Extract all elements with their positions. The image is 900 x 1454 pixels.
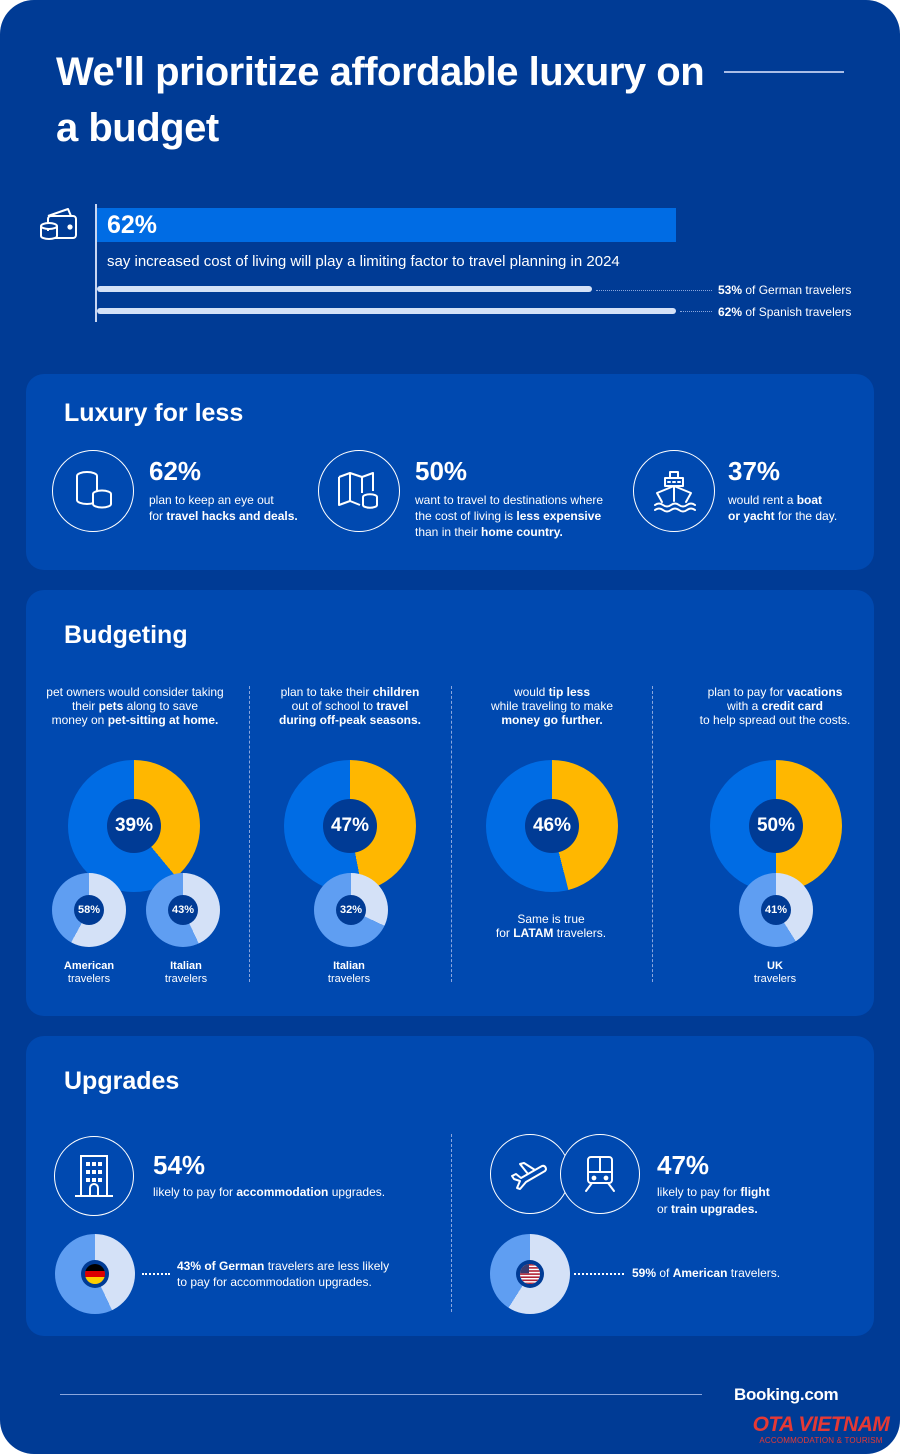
cost-of-living-pct: 62% xyxy=(107,211,158,239)
lux-pct-1: 62% xyxy=(149,456,202,486)
transport-text: likely to pay for flight or train upgrad… xyxy=(657,1185,770,1216)
footer-rule xyxy=(60,1394,702,1395)
lux-text-3: would rent a boat or yacht for the day. xyxy=(728,493,838,523)
donut-pets: 39% xyxy=(68,760,200,892)
donut-american-pets: 58% xyxy=(52,873,126,947)
train-icon-circle xyxy=(560,1134,640,1214)
label-italian-pets: Italian travelers xyxy=(164,960,208,985)
luxury-title: Luxury for less xyxy=(64,399,244,427)
donut-credit-pct: 50% xyxy=(749,799,803,853)
american-leader xyxy=(574,1273,624,1275)
donut-tips-pct: 46% xyxy=(525,799,579,853)
donut-italian-children-pct: 32% xyxy=(336,895,366,925)
donut-tips: 46% xyxy=(486,760,618,892)
budget-text-tips: would tip less while traveling to make m… xyxy=(490,685,614,727)
accommodation-pct: 54% xyxy=(153,1150,206,1180)
donut-uk-credit: 41% xyxy=(739,873,813,947)
hotel-icon xyxy=(75,1155,113,1197)
lux-item-coins xyxy=(52,450,134,532)
donut-credit: 50% xyxy=(710,760,842,892)
german-travelers-bar xyxy=(97,286,592,292)
wallet-icon xyxy=(40,208,77,240)
donut-italian-pets-pct: 43% xyxy=(168,895,198,925)
train-icon xyxy=(585,1156,615,1192)
lux-text-2: want to travel to destinations where the… xyxy=(415,493,604,539)
donut-pets-pct: 39% xyxy=(107,799,161,853)
usa-flag-icon xyxy=(520,1264,540,1284)
page-title: We'll prioritize affordable luxury on a … xyxy=(56,50,705,150)
budget-text-pets: pet owners would consider taking their p… xyxy=(46,685,224,727)
lux-item-map xyxy=(318,450,400,532)
map-icon xyxy=(338,472,378,509)
lux-item-ship xyxy=(633,450,715,532)
budgeting-title: Budgeting xyxy=(64,621,188,649)
label-italian-children: Italian travelers xyxy=(327,960,371,985)
usa-flag-holder xyxy=(516,1260,544,1288)
budget-separator-2 xyxy=(451,686,452,982)
german-leader xyxy=(142,1273,170,1275)
cost-of-living-text: say increased cost of living will play a… xyxy=(107,253,620,270)
budget-text-credit: plan to pay for vacations with a credit … xyxy=(699,685,851,727)
lux-text-1: plan to keep an eye out for travel hacks… xyxy=(149,493,298,523)
spanish-travelers-bar xyxy=(97,308,676,314)
donut-american-pets-pct: 58% xyxy=(74,895,104,925)
budget-separator-1 xyxy=(249,686,250,982)
budget-separator-3 xyxy=(652,686,653,982)
donut-italian-children: 32% xyxy=(314,873,388,947)
latam-note: Same is true for LATAM travelers. xyxy=(495,912,607,940)
lux-pct-3: 37% xyxy=(728,456,781,486)
germany-flag-holder xyxy=(81,1260,109,1288)
booking-logo: Booking.com xyxy=(734,1385,839,1404)
coins-icon xyxy=(76,471,112,509)
german-travelers-label: 53% of German travelers xyxy=(718,283,852,297)
upgrades-card: Upgrades xyxy=(26,1036,874,1336)
plane-icon xyxy=(511,1162,547,1190)
title-rule xyxy=(724,71,844,73)
accommodation-text: likely to pay for accommodation upgrades… xyxy=(153,1185,386,1199)
cost-of-living-bar xyxy=(97,208,676,242)
spanish-travelers-label: 62% of Spanish travelers xyxy=(718,305,852,319)
donut-uk-credit-pct: 41% xyxy=(761,895,791,925)
hero-axis xyxy=(95,204,97,322)
upgrades-title: Upgrades xyxy=(64,1067,180,1095)
spanish-travelers-leader xyxy=(680,311,712,312)
transport-pct: 47% xyxy=(657,1150,710,1180)
german-accommodation-text: 43% of German travelers are less likely … xyxy=(177,1259,390,1289)
ota-watermark: OTA VIETNAM ACCOMMODATION & TOURISM xyxy=(752,1413,890,1446)
label-american-pets: American travelers xyxy=(63,960,115,985)
donut-children-pct: 47% xyxy=(323,799,377,853)
label-uk-credit: UK travelers xyxy=(753,960,797,985)
donut-italian-pets: 43% xyxy=(146,873,220,947)
lux-pct-2: 50% xyxy=(415,456,468,486)
luxury-card: Luxury for less 62% plan to keep an eye … xyxy=(26,374,874,570)
american-transport-text: 59% of American travelers. xyxy=(632,1266,781,1280)
ship-icon xyxy=(654,471,696,513)
donut-children: 47% xyxy=(284,760,416,892)
flight-icon-circle xyxy=(490,1134,570,1214)
accommodation-icon-circle xyxy=(54,1136,134,1216)
budget-text-children: plan to take their children out of schoo… xyxy=(278,685,422,727)
german-travelers-leader xyxy=(595,290,712,291)
upgrades-separator xyxy=(451,1134,452,1312)
donut-american-transport xyxy=(490,1234,570,1314)
germany-flag-icon xyxy=(85,1264,105,1284)
donut-german-accommodation xyxy=(55,1234,135,1314)
